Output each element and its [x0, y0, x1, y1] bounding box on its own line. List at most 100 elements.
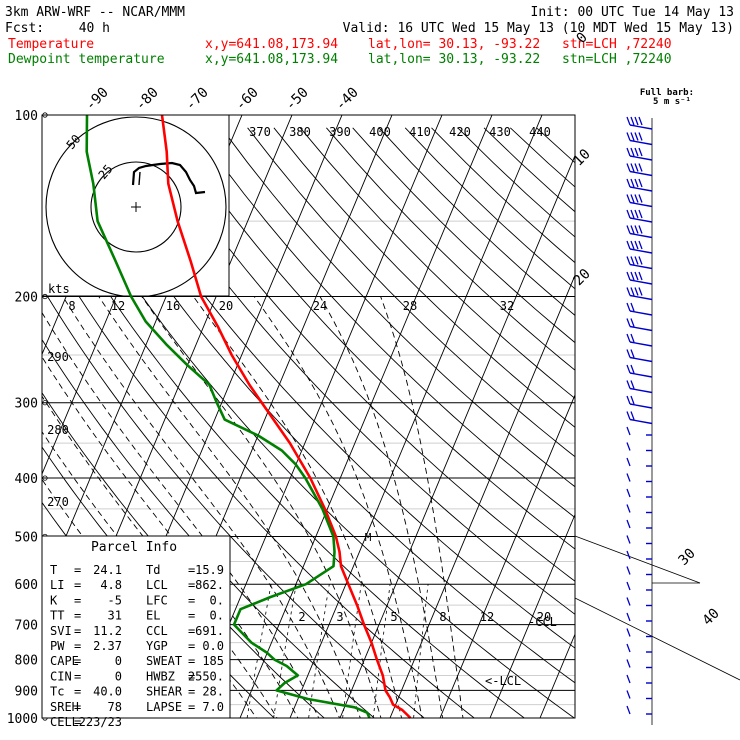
parcel-row-1-col-3: LCL: [146, 578, 168, 592]
parcel-row-8-col-1: =: [74, 685, 81, 699]
wind-barb-4: [626, 178, 653, 192]
header: 3km ARW-WRF -- NCAR/MMM Init: 00 UTC Tue…: [5, 5, 734, 67]
theta-label-270: 270: [47, 495, 69, 509]
wind-barb-6: [626, 209, 653, 223]
mixing-ratio-line-2: [246, 584, 272, 718]
dry-adiabat-460: [378, 127, 575, 316]
pressure-tick-300: [42, 400, 48, 406]
parcel-row-5-col-0: PW: [50, 639, 65, 653]
theta-label-430: 430: [489, 125, 511, 139]
mixing-ratio-line-3: [273, 584, 297, 718]
theta-label-440: 440: [529, 125, 551, 139]
parcel-row-4-col-3: CCL: [146, 624, 168, 638]
parcel-row-5-col-3: YGP: [146, 639, 168, 653]
temperature-label-11: 20: [571, 266, 594, 289]
parcel-row-2-col-3: LFC: [146, 593, 168, 607]
wind-barb-25: [626, 504, 652, 514]
dry-adiabat-310: [42, 235, 475, 718]
wind-guide-3: [574, 597, 740, 681]
forecast-label: Fcst:: [5, 21, 44, 36]
parcel-row-0-col-1: =: [74, 563, 81, 577]
moist-adiabat-6: [98, 296, 361, 718]
theta-label-370: 370: [249, 125, 271, 139]
speed-scale-units: kts: [48, 282, 70, 296]
parcel-row-3-col-4: =: [188, 609, 195, 623]
parcel-row-4-col-2: 11.2: [93, 624, 122, 638]
moist-adiabat-10: [319, 296, 444, 718]
wind-barb-32: [626, 612, 652, 622]
sounding-profiles: [85, 114, 412, 719]
parcel-row-3-col-5: 0.: [210, 609, 224, 623]
forecast-hours: 40 h: [79, 21, 110, 36]
parcel-row-7-col-3: HWBZ: [146, 669, 175, 683]
parcel-row-10-col-0: CELL: [50, 715, 79, 729]
dry-adiabat-330: [42, 135, 575, 718]
wind-barbs: Full barb: 5 m s⁻¹: [574, 88, 740, 725]
wind-barb-24: [626, 488, 652, 498]
pressure-tick-400: [42, 475, 48, 481]
parcel-row-4-col-5: 691.: [195, 624, 224, 638]
parcel-row-8-col-0: Tc: [50, 685, 64, 699]
wind-barb-10: [626, 271, 653, 285]
wind-barb-20: [626, 426, 652, 436]
parcel-row-3-col-1: =: [74, 609, 81, 623]
dry-adiabat-400: [221, 127, 575, 488]
speed-scale-label-20: 20: [219, 299, 233, 313]
temperature-label-2: -70: [183, 85, 212, 114]
hodograph-trace: [131, 161, 206, 195]
mixing-ratio-line-8: [342, 584, 362, 718]
moist-adiabat-11: [380, 296, 464, 718]
mixing-ratio-label-8: 8: [439, 610, 446, 624]
dry-adiabat-490: [457, 127, 575, 238]
wind-barb-21: [626, 442, 652, 452]
lcl-label: <-LCL: [485, 674, 521, 688]
parcel-row-9-col-2: 78: [108, 700, 122, 714]
speed-scale-label-16: 16: [166, 299, 180, 313]
dry-adiabat-300: [42, 286, 425, 718]
isotherm--20: [189, 115, 443, 718]
wind-barb-30: [626, 581, 652, 591]
parcel-row-4-col-0: SVI: [50, 624, 72, 638]
wind-barb-37: [626, 690, 652, 700]
parcel-row-3-col-3: EL: [146, 609, 160, 623]
temperature-label-5: -40: [333, 85, 362, 114]
moist-adiabat-4: [42, 311, 320, 718]
wind-barb-28: [626, 550, 652, 560]
wind-barb-31: [626, 597, 652, 607]
temperature-label-0: -90: [83, 85, 112, 114]
parcel-row-3-col-0: TT: [50, 609, 64, 623]
dry-adiabat-380: [168, 127, 575, 550]
wind-barb-34: [626, 643, 652, 653]
parcel-row-0-col-4: =: [188, 563, 195, 577]
parcel-row-2-col-1: =: [74, 593, 81, 607]
wind-barb-units: 5 m s⁻¹: [653, 97, 691, 107]
hodograph-ring-inner: [90, 161, 182, 253]
wind-barb-35: [626, 659, 652, 669]
pressure-label-600: 600: [15, 578, 38, 593]
parcel-row-5-col-5: 0.0: [202, 639, 224, 653]
speed-scale-label-12: 12: [111, 299, 125, 313]
wind-barb-26: [626, 519, 652, 529]
parcel-row-0-col-3: Td: [146, 563, 160, 577]
wind-barb-1: [626, 132, 653, 146]
isotherm-30: [439, 393, 575, 718]
wind-barb-22: [626, 457, 652, 467]
theta-label-280: 280: [47, 423, 69, 437]
parcel-row-1-col-0: LI: [50, 578, 64, 592]
parcel-row-2-col-0: K: [50, 593, 58, 607]
pressure-label-1000: 1000: [7, 712, 38, 727]
isotherm--10: [239, 115, 493, 718]
valid-time: Valid: 16 UTC Wed 15 May 13 (10 MDT Wed …: [343, 21, 734, 36]
pressure-label-100: 100: [15, 109, 38, 124]
wind-barb-15: [626, 349, 653, 363]
wind-barb-36: [626, 674, 652, 684]
isotherm-60: [590, 115, 740, 718]
wind-barb-19: [626, 411, 653, 425]
mixing-ratio-line-12: [372, 584, 391, 718]
mixing-ratio-label-20: 20: [537, 610, 551, 624]
wind-barb-23: [626, 473, 652, 483]
moist-adiabat-8: [193, 296, 403, 718]
parcel-info-title: Parcel Info: [91, 540, 177, 555]
mixing-ratio-line-20: [413, 584, 429, 718]
temperature-label-4: -50: [283, 85, 312, 114]
